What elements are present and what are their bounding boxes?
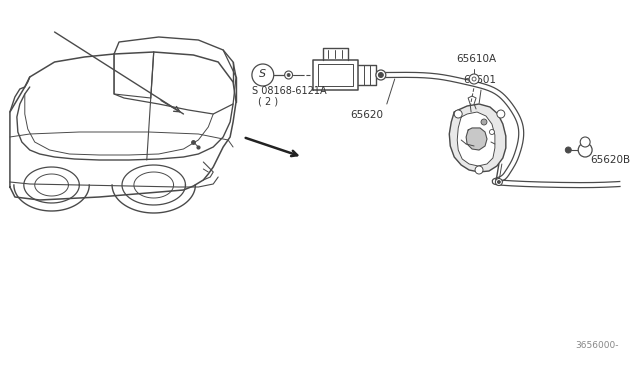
Circle shape <box>578 143 592 157</box>
Text: ( 2 ): ( 2 ) <box>258 96 278 106</box>
Circle shape <box>497 110 505 118</box>
Circle shape <box>469 74 479 84</box>
Polygon shape <box>457 112 495 166</box>
Circle shape <box>495 179 502 186</box>
Circle shape <box>565 147 572 153</box>
Circle shape <box>252 64 274 86</box>
Polygon shape <box>449 104 506 172</box>
Circle shape <box>287 74 290 77</box>
Text: 65620: 65620 <box>351 110 383 120</box>
Text: 65620B: 65620B <box>590 155 630 165</box>
Circle shape <box>580 137 590 147</box>
Circle shape <box>454 110 462 118</box>
Text: 65610A: 65610A <box>456 54 497 64</box>
Text: 65601: 65601 <box>463 75 496 85</box>
Text: S 08168-6121A: S 08168-6121A <box>252 86 326 96</box>
Circle shape <box>490 129 495 135</box>
Circle shape <box>285 71 292 79</box>
Text: 3656000-: 3656000- <box>575 341 619 350</box>
Circle shape <box>378 73 383 77</box>
Circle shape <box>376 70 386 80</box>
Circle shape <box>481 119 487 125</box>
Circle shape <box>497 180 500 183</box>
Circle shape <box>472 77 476 81</box>
Text: S: S <box>259 69 266 79</box>
Circle shape <box>475 166 483 174</box>
Polygon shape <box>466 128 487 150</box>
